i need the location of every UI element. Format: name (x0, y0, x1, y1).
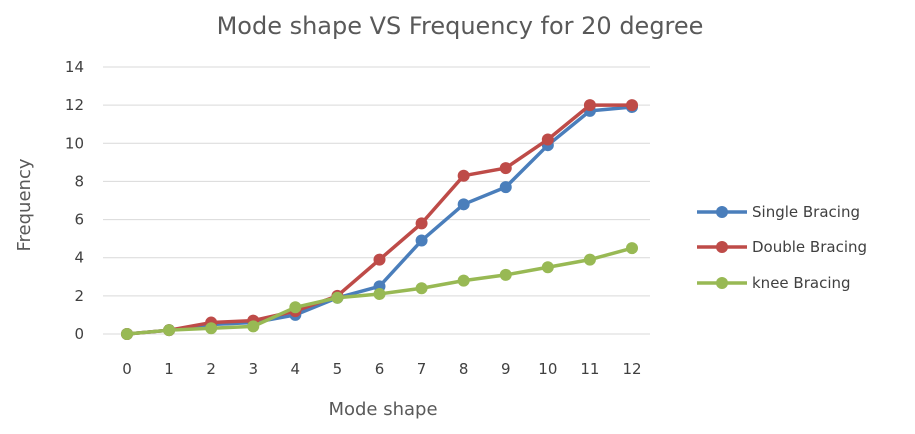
series-0 (121, 101, 638, 340)
legend-label: Double Bracing (752, 238, 867, 256)
y-tick-labels: 0 2 4 6 8 10 12 14 (65, 58, 84, 343)
series-group (121, 99, 638, 340)
data-point (457, 274, 470, 287)
x-tick-label: 1 (164, 360, 174, 378)
x-tick-label: 2 (206, 360, 216, 378)
x-tick-label: 9 (501, 360, 511, 378)
data-point (499, 162, 512, 175)
x-axis-label: Mode shape (328, 399, 437, 420)
legend-marker (716, 277, 728, 289)
data-point (373, 253, 386, 266)
series-2 (121, 242, 638, 340)
x-tick-label: 12 (622, 360, 641, 378)
legend-label: knee Bracing (752, 274, 851, 292)
data-point (499, 181, 512, 194)
y-tick-label: 10 (65, 134, 84, 152)
data-point (626, 242, 638, 255)
series-line (126, 105, 633, 336)
y-tick-label: 14 (65, 58, 84, 76)
y-axis-label: Frequency (14, 158, 35, 251)
data-point (415, 217, 428, 230)
legend-marker (716, 206, 728, 218)
chart-title: Mode shape VS Frequency for 20 degree (217, 12, 704, 40)
y-tick-label: 2 (74, 287, 84, 305)
data-point (373, 287, 386, 300)
data-point (415, 282, 428, 295)
data-point (457, 169, 470, 182)
legend-marker (716, 241, 728, 253)
x-tick-label: 8 (459, 360, 469, 378)
y-tick-label: 0 (74, 325, 84, 343)
x-tick-label: 0 (122, 360, 132, 378)
x-tick-label: 7 (417, 360, 427, 378)
data-point (583, 99, 596, 112)
x-tick-label: 6 (375, 360, 385, 378)
x-tick-label: 4 (291, 360, 301, 378)
data-point (541, 133, 554, 146)
legend-item: knee Bracing (697, 274, 851, 292)
data-point (541, 261, 554, 274)
data-point (289, 301, 302, 314)
y-tick-label: 4 (74, 249, 84, 267)
legend-item: Double Bracing (697, 238, 867, 256)
data-point (626, 99, 638, 112)
x-tick-label: 11 (580, 360, 599, 378)
data-point (457, 198, 470, 211)
x-tick-labels: 0 1 2 3 4 5 6 7 8 9 10 11 12 (122, 360, 641, 378)
data-point (583, 253, 596, 266)
data-point (163, 324, 176, 337)
data-point (499, 268, 512, 281)
x-tick-label: 3 (248, 360, 258, 378)
data-point (415, 234, 428, 247)
legend-item: Single Bracing (697, 203, 860, 221)
data-point (247, 320, 260, 333)
y-tick-label: 12 (65, 96, 84, 114)
y-tick-label: 6 (74, 211, 84, 229)
legend: Single Bracing Double Bracing knee Bracing (697, 203, 867, 292)
data-point (121, 328, 133, 340)
legend-label: Single Bracing (752, 203, 860, 221)
x-tick-label: 5 (333, 360, 343, 378)
data-point (205, 322, 218, 335)
data-point (331, 291, 344, 304)
y-tick-label: 8 (74, 172, 84, 190)
x-tick-label: 10 (538, 360, 557, 378)
